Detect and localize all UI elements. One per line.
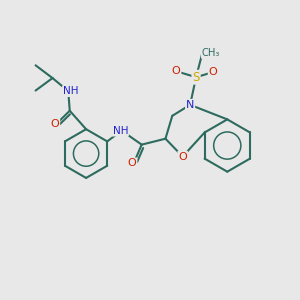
- Text: O: O: [128, 158, 136, 168]
- Text: NH: NH: [63, 86, 78, 96]
- Text: NH: NH: [112, 126, 128, 136]
- Text: O: O: [172, 66, 181, 76]
- Text: O: O: [50, 119, 59, 129]
- Text: O: O: [178, 152, 187, 161]
- Text: N: N: [186, 100, 194, 110]
- Text: O: O: [208, 67, 217, 77]
- Text: S: S: [192, 71, 200, 84]
- Text: CH₃: CH₃: [202, 48, 220, 58]
